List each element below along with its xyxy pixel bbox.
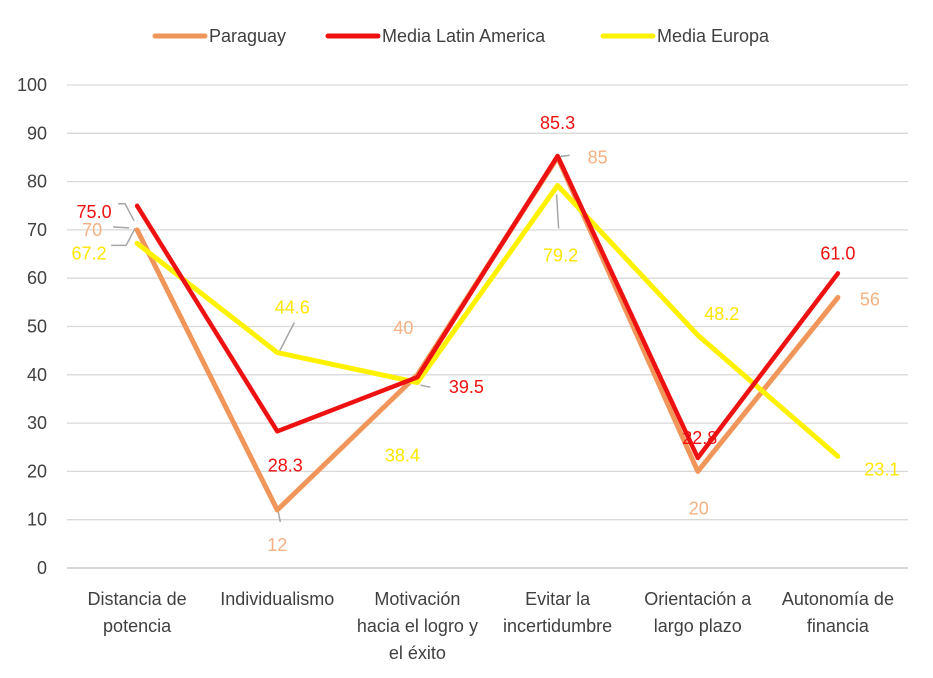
x-tick-label: potencia xyxy=(103,616,172,636)
x-tick-label: el éxito xyxy=(389,643,446,663)
data-label: 23.1 xyxy=(864,459,899,479)
data-label: 75.0 xyxy=(77,202,112,222)
x-tick-label: Evitar la xyxy=(525,589,591,609)
legend-item: Media Latin America xyxy=(325,26,546,46)
data-label: 67.2 xyxy=(72,243,107,263)
data-label: 79.2 xyxy=(543,245,578,265)
data-label: 48.2 xyxy=(704,304,739,324)
data-label: 70 xyxy=(82,220,102,240)
y-tick-label: 80 xyxy=(27,172,47,192)
y-tick-label: 90 xyxy=(27,123,47,143)
y-tick-label: 30 xyxy=(27,413,47,433)
data-label: 12 xyxy=(267,535,287,555)
legend: Paraguay Media Latin America Media Europa xyxy=(152,26,770,46)
leader-line xyxy=(278,322,295,352)
data-label: 44.6 xyxy=(275,298,310,318)
data-labels: 70 12 40 85 20 56 75.0 28.3 39.5 85.3 22.8 61.0 67.2… xyxy=(72,113,900,555)
leader-line xyxy=(277,511,282,523)
series-line-paraguay xyxy=(134,154,841,513)
leader-line xyxy=(111,228,136,247)
y-tick-label: 100 xyxy=(17,75,47,95)
x-axis: Distancia de potencia Individualismo Motiva… xyxy=(88,589,894,663)
legend-item: Paraguay xyxy=(152,26,286,46)
legend-label: Media Europa xyxy=(657,26,770,46)
data-label: 20 xyxy=(689,498,709,518)
data-label: 39.5 xyxy=(449,377,484,397)
series-line-media-latin-america xyxy=(134,153,841,461)
data-label: 38.4 xyxy=(385,446,420,466)
data-label: 28.3 xyxy=(268,455,303,475)
x-tick-label: Distancia de xyxy=(88,589,187,609)
x-tick-label: Individualismo xyxy=(220,589,334,609)
leader-line xyxy=(113,226,130,229)
leader-line xyxy=(555,194,560,229)
data-label: 40 xyxy=(393,318,413,338)
x-tick-label: Orientación a xyxy=(644,589,752,609)
data-label: 56 xyxy=(860,290,880,310)
data-label: 85 xyxy=(588,147,608,167)
leader-line xyxy=(118,203,135,222)
legend-item: Media Europa xyxy=(600,26,770,46)
gridlines xyxy=(67,84,908,569)
y-tick-label: 60 xyxy=(27,268,47,288)
y-tick-label: 0 xyxy=(37,558,47,578)
data-label: 22.8 xyxy=(682,428,717,448)
y-tick-label: 40 xyxy=(27,365,47,385)
leader-line xyxy=(560,154,570,158)
data-label: 61.0 xyxy=(820,243,855,263)
y-tick-label: 50 xyxy=(27,317,47,337)
legend-label: Paraguay xyxy=(209,26,286,46)
legend-label: Media Latin America xyxy=(382,26,546,46)
leader-line xyxy=(420,384,431,388)
data-label: 85.3 xyxy=(540,113,575,133)
x-tick-label: largo plazo xyxy=(654,616,742,636)
y-tick-label: 20 xyxy=(27,461,47,481)
series-lines xyxy=(134,153,841,513)
x-tick-label: Motivación xyxy=(374,589,460,609)
y-axis: 0 10 20 30 40 50 60 70 80 90 100 xyxy=(17,75,47,578)
label-leader-lines xyxy=(111,154,570,523)
x-tick-label: hacia el logro y xyxy=(357,616,478,636)
y-tick-label: 10 xyxy=(27,510,47,530)
series-line-media-europa xyxy=(134,183,841,459)
y-tick-label: 70 xyxy=(27,220,47,240)
x-tick-label: Autonomía de xyxy=(782,589,894,609)
x-tick-label: incertidumbre xyxy=(503,616,612,636)
x-tick-label: financia xyxy=(807,616,870,636)
